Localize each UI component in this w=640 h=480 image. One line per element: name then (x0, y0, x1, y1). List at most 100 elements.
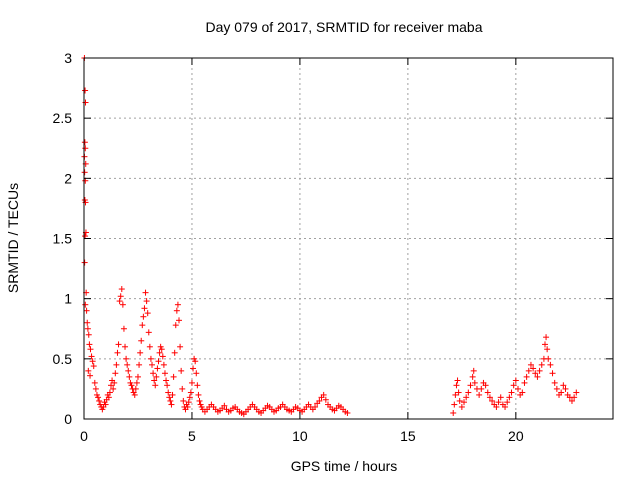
data-point (450, 409, 457, 416)
data-point (81, 139, 88, 146)
data-point (186, 394, 193, 401)
data-point (514, 385, 521, 392)
data-point (114, 349, 121, 356)
data-point (510, 382, 517, 389)
data-point (527, 361, 534, 368)
data-point (532, 370, 539, 377)
data-point (571, 394, 578, 401)
data-point (547, 361, 554, 368)
data-point (126, 373, 133, 380)
data-point (455, 389, 462, 396)
data-point (512, 377, 519, 384)
data-point (508, 389, 515, 396)
data-point (188, 379, 195, 386)
data-point (160, 361, 167, 368)
data-point (168, 401, 175, 408)
data-point (560, 382, 567, 389)
data-point (495, 399, 502, 406)
axis-ticks (83, 57, 613, 420)
chart-title: Day 079 of 2017, SRMTID for receiver mab… (205, 19, 482, 35)
x-tick-label: 15 (400, 428, 416, 444)
data-point (456, 397, 463, 404)
data-point (172, 322, 179, 329)
data-point (194, 382, 201, 389)
data-point (83, 307, 90, 314)
data-point (523, 373, 530, 380)
data-point (163, 377, 170, 384)
data-point (534, 373, 541, 380)
gridlines (84, 58, 613, 419)
data-point (469, 373, 476, 380)
data-points (81, 55, 580, 418)
data-point (117, 293, 124, 300)
data-point (538, 361, 545, 368)
data-point (122, 343, 129, 350)
data-point (110, 385, 117, 392)
data-point (87, 346, 94, 353)
data-point (96, 397, 103, 404)
data-point (116, 298, 123, 305)
data-point (89, 358, 96, 365)
x-tick-label: 0 (80, 428, 88, 444)
data-point (153, 373, 160, 380)
data-point (119, 301, 126, 308)
data-point (143, 298, 150, 305)
data-point (458, 403, 465, 410)
data-point (159, 353, 166, 360)
data-point (221, 402, 228, 409)
y-tick-label: 2.5 (53, 110, 73, 126)
data-point (158, 346, 165, 353)
data-point (467, 382, 474, 389)
data-point (530, 365, 537, 372)
data-point (118, 286, 125, 293)
data-point (316, 397, 323, 404)
data-point (536, 367, 543, 374)
data-point (169, 391, 176, 398)
data-point (461, 399, 468, 406)
data-point (493, 403, 500, 410)
data-point (81, 259, 88, 266)
data-point (133, 379, 140, 386)
data-point (84, 319, 91, 326)
data-point (146, 343, 153, 350)
data-point (553, 385, 560, 392)
data-point (497, 394, 504, 401)
data-point (312, 403, 319, 410)
data-point (170, 373, 177, 380)
data-point (320, 391, 327, 398)
data-point (344, 409, 351, 416)
x-tick-label: 20 (508, 428, 524, 444)
data-point (134, 373, 141, 380)
data-point (106, 389, 113, 396)
data-point (174, 301, 181, 308)
data-point (193, 370, 200, 377)
y-tick-label: 0.5 (53, 351, 73, 367)
data-point (91, 379, 98, 386)
data-point (551, 379, 558, 386)
data-point (113, 361, 120, 368)
x-tick-label: 10 (292, 428, 308, 444)
data-point (504, 399, 511, 406)
data-point (84, 325, 91, 332)
data-point (484, 389, 491, 396)
data-point (471, 379, 478, 386)
data-point (165, 389, 172, 396)
data-point (486, 394, 493, 401)
y-axis-title: SRMTID / TECUs (5, 183, 21, 293)
data-point (506, 394, 513, 401)
data-point (180, 397, 187, 404)
y-tick-label: 1.5 (53, 231, 73, 247)
data-point (141, 305, 148, 312)
data-point (86, 341, 93, 348)
data-point (519, 389, 526, 396)
data-point (190, 365, 197, 372)
data-point (139, 322, 146, 329)
data-point (502, 403, 509, 410)
data-point (176, 317, 183, 324)
data-point (131, 391, 138, 398)
data-point (82, 145, 89, 152)
data-point (82, 87, 89, 94)
data-point (525, 367, 532, 374)
data-point (521, 379, 528, 386)
data-point (123, 355, 130, 362)
